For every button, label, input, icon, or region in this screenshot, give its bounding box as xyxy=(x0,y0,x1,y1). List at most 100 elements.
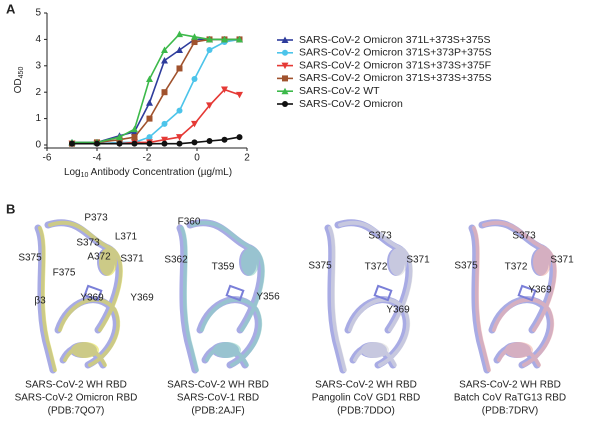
ribbon-strand xyxy=(200,297,263,367)
side-chain xyxy=(517,284,537,302)
residue-label: F360 xyxy=(178,217,201,228)
legend-label: SARS-CoV-2 Omicron 371S+373P+375S xyxy=(299,47,492,59)
marker xyxy=(206,102,213,109)
panel-label: A xyxy=(6,1,16,16)
residue-label: S373 xyxy=(512,231,536,242)
marker xyxy=(281,87,289,95)
ribbon-strand xyxy=(180,226,199,372)
structure-caption: SARS-CoV-2 WH RBD xyxy=(459,380,561,391)
side-chain xyxy=(373,284,393,302)
x-tick-label: -6 xyxy=(43,153,52,164)
marker xyxy=(206,35,213,43)
marker xyxy=(161,136,168,144)
structure-caption: SARS-CoV-2 Omicron RBD xyxy=(15,393,138,404)
legend-label: SARS-CoV-2 Omicron 371S+373S+375F xyxy=(299,59,491,71)
marker xyxy=(236,35,243,43)
ribbon-strand xyxy=(472,226,491,372)
marker xyxy=(191,139,198,146)
x-label-part: Log xyxy=(64,167,81,178)
marker xyxy=(282,101,288,107)
y-tick-label: 1 xyxy=(35,113,41,124)
helix xyxy=(213,342,241,358)
residue-label: Y356 xyxy=(256,292,280,303)
x-label-part: Antibody Concentration (µg/mL) xyxy=(88,167,232,178)
y-tick-label: 3 xyxy=(35,60,41,71)
ribbon-strand xyxy=(328,226,347,372)
y-tick-label: 4 xyxy=(35,34,41,45)
structure-caption: (PDB:7QO7) xyxy=(48,406,105,417)
series-line xyxy=(72,33,240,144)
legend-label: SARS-CoV-2 Omicron 371S+373S+375S xyxy=(299,72,492,84)
series-line xyxy=(72,38,240,144)
structure-caption: SARS-CoV-2 WH RBD xyxy=(25,380,127,391)
marker xyxy=(221,86,228,94)
legend-label: SARS-CoV-2 Omicron 371L+373S+375S xyxy=(299,34,490,46)
marker xyxy=(94,140,100,147)
marker xyxy=(282,75,288,82)
marker xyxy=(191,76,198,82)
residue-label: T359 xyxy=(212,262,235,273)
marker xyxy=(176,140,183,147)
marker xyxy=(161,57,168,64)
structure-caption: (PDB:7DRV) xyxy=(482,406,539,417)
structure-caption: Batch CoV RaTG13 RBD xyxy=(454,393,566,404)
ribbon xyxy=(472,220,557,372)
series-line xyxy=(72,88,240,145)
y-axis-label: OD450 xyxy=(13,67,25,94)
marker xyxy=(176,65,183,72)
marker xyxy=(146,140,153,147)
structure-caption: SARS-CoV-2 WH RBD xyxy=(167,380,269,391)
structure-caption: SARS-CoV-1 RBD xyxy=(177,393,259,404)
ribbon-strand xyxy=(348,297,411,367)
marker xyxy=(176,30,183,38)
marker xyxy=(131,140,138,147)
residue-label: A372 xyxy=(87,252,111,263)
marker xyxy=(116,140,123,147)
marker xyxy=(116,133,123,141)
marker xyxy=(161,89,168,96)
helix xyxy=(99,248,117,276)
residue-label: S371 xyxy=(120,254,144,265)
residue-label: Y369 xyxy=(80,293,104,304)
structure-caption: (PDB:2AJF) xyxy=(191,406,244,417)
marker xyxy=(281,36,289,43)
marker xyxy=(236,91,243,99)
residue-label: S373 xyxy=(76,238,100,249)
marker xyxy=(146,75,153,82)
structure-caption: (PDB:7DDO) xyxy=(337,406,395,417)
ribbon-strand xyxy=(58,297,121,367)
residue-label: L371 xyxy=(115,232,138,243)
helix xyxy=(71,342,99,358)
residue-label: S373 xyxy=(368,231,392,242)
y-tick-label: 5 xyxy=(35,8,41,19)
marker xyxy=(131,134,138,141)
series-line xyxy=(72,38,240,145)
x-label-sub: 10 xyxy=(81,172,89,179)
x-axis-label: Log10 Antibody Concentration (µg/mL) xyxy=(64,167,232,179)
marker xyxy=(206,138,213,145)
ribbon xyxy=(180,220,265,372)
legend-label: SARS-CoV-2 Omicron xyxy=(299,98,403,110)
x-tick-label: -2 xyxy=(143,153,152,164)
structure-caption: SARS-CoV-2 WH RBD xyxy=(315,380,417,391)
helix xyxy=(505,342,533,358)
panel-label: B xyxy=(6,201,15,216)
marker xyxy=(176,107,183,114)
marker xyxy=(191,39,198,46)
marker xyxy=(131,125,138,133)
ribbon xyxy=(328,220,413,372)
marker xyxy=(161,140,168,147)
marker xyxy=(176,46,183,53)
marker xyxy=(161,120,168,127)
ribbon xyxy=(38,220,123,372)
ribbon-strand xyxy=(38,226,57,372)
side-chain xyxy=(225,284,245,302)
residue-label: Y369 xyxy=(386,305,410,316)
marker xyxy=(191,120,198,128)
marker xyxy=(221,136,228,143)
marker xyxy=(221,35,228,43)
x-tick-label: 0 xyxy=(194,153,200,164)
marker xyxy=(191,33,198,40)
ribbon-strand xyxy=(482,220,557,332)
